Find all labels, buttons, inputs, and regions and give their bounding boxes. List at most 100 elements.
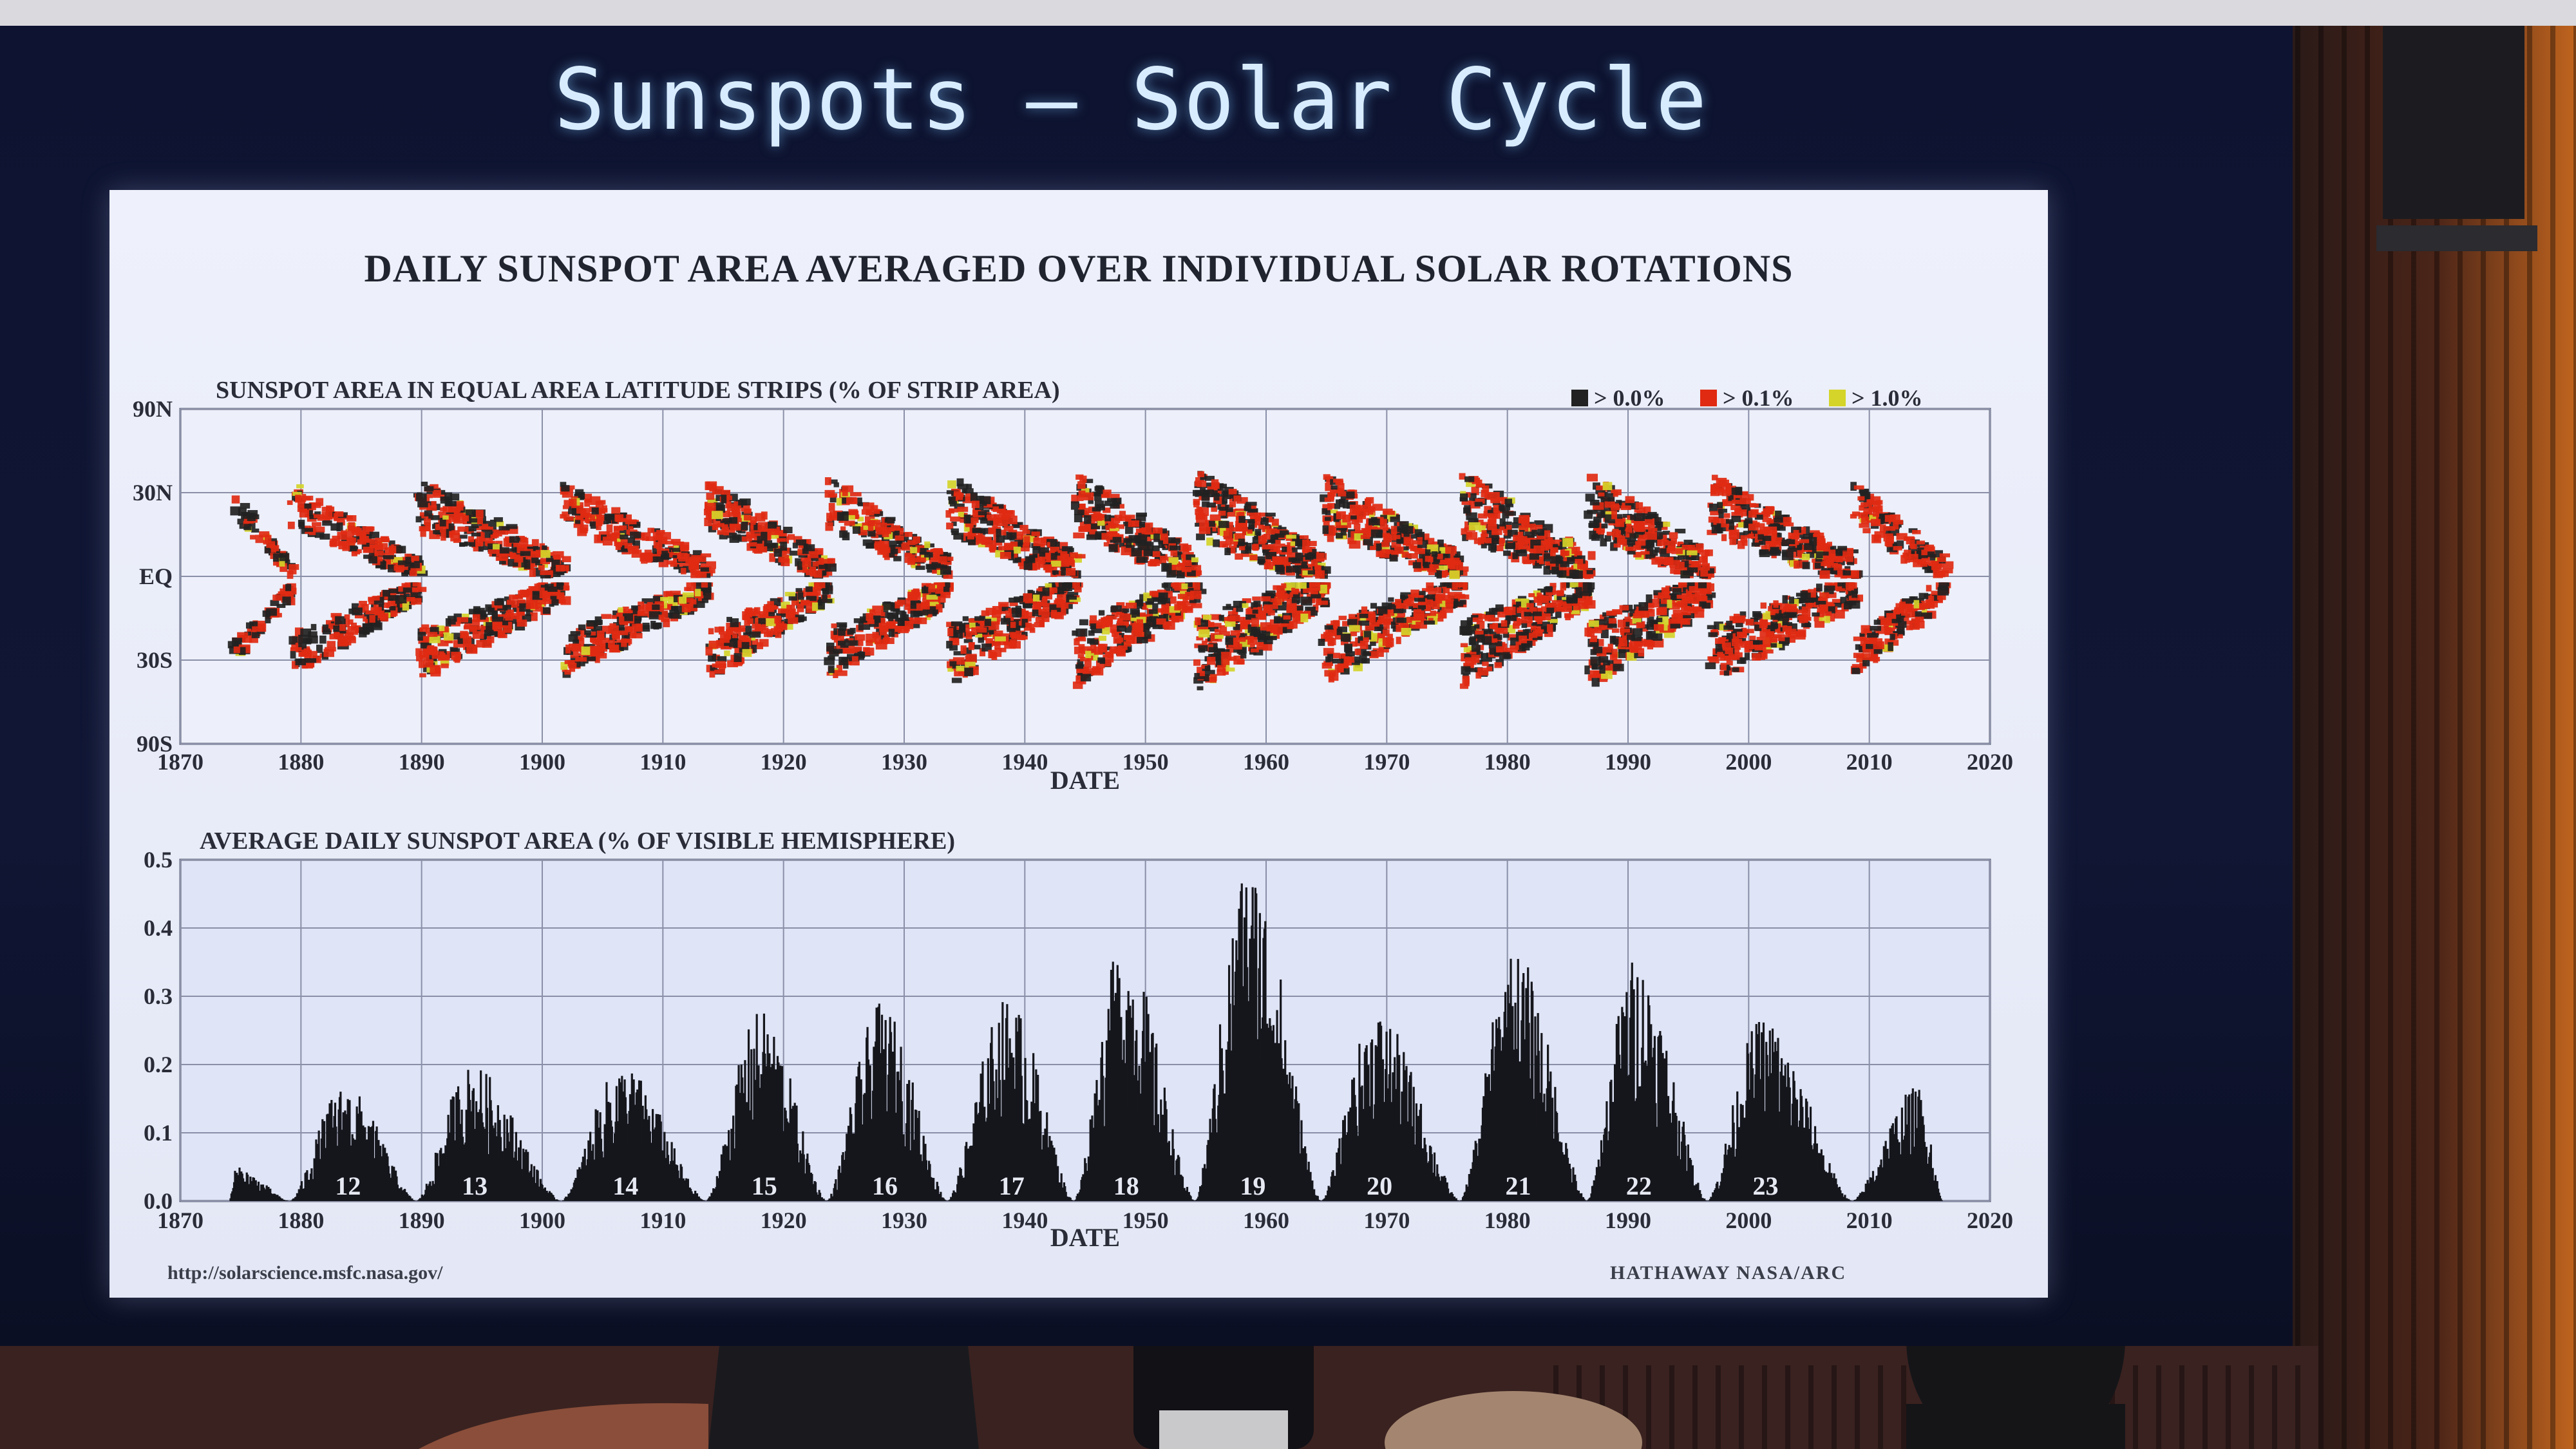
butterfly-point [1270,605,1278,613]
butterfly-point [472,630,484,639]
butterfly-point [886,549,895,558]
butterfly-point [1466,532,1478,540]
butterfly-point [704,502,716,511]
butterfly-wing-cycle-11 [1459,473,1596,689]
butterfly-wing-cycle-3 [413,481,571,677]
butterfly-point [1388,603,1396,610]
butterfly-point [700,563,706,568]
butterfly-point [978,620,989,624]
wall-slats [2293,26,2576,1449]
butterfly-point [1143,549,1153,556]
butterfly-point [1468,518,1479,526]
butterfly-point [846,497,858,504]
butterfly-point [857,652,866,658]
butterfly-point [1133,623,1144,630]
butterfly-point [652,623,661,629]
butterfly-point [620,535,629,540]
butterfly-point [1110,624,1119,633]
butterfly-point [451,530,460,535]
butterfly-point [888,629,895,637]
butterfly-point [573,523,584,528]
butterfly-point [596,520,603,525]
butterfly-point [1108,523,1119,528]
butterfly-point [322,630,332,635]
butterfly-point [682,598,694,603]
butterfly-point [437,639,449,647]
butterfly-point [1383,612,1390,618]
butterfly-point [1354,649,1361,656]
butterfly-point [361,603,369,611]
butterfly-point [1034,622,1045,628]
butterfly-point [752,639,759,647]
butterfly-point [1300,613,1309,623]
butterfly-point [304,653,311,662]
butterfly-point [712,524,719,531]
butterfly-point [1215,648,1226,653]
butterfly-point [420,642,431,649]
butterfly-point [1361,504,1370,513]
butterfly-point [1086,668,1095,676]
butterfly-point [1081,511,1090,518]
butterfly-point [629,619,641,627]
butterfly-point [1050,563,1057,572]
butterfly-diagram: 1870 1880 1890 1900 1910 1920 1930 1940 1950 1960… [133,377,2013,795]
butterfly-point [1074,509,1084,515]
butterfly-point [406,596,415,602]
butterfly-point [848,509,858,517]
butterfly-point [652,531,663,541]
butterfly-point [1228,489,1237,495]
butterfly-point [978,511,987,516]
butterfly-point [1023,536,1030,545]
butterfly-point [1041,537,1050,544]
butterfly-point [977,533,983,541]
butterfly-point [1095,660,1105,668]
butterfly-point [1197,618,1206,623]
butterfly-point [1126,636,1135,641]
butterfly-point [1372,504,1383,511]
butterfly-point [1381,533,1390,538]
butterfly-point [742,649,752,658]
butterfly-point [561,485,570,492]
butterfly-point [1199,670,1206,676]
butterfly-point [647,527,655,533]
butterfly-point [1552,539,1562,546]
butterfly-point [379,543,388,550]
butterfly-point [488,549,500,554]
butterfly-point [1285,565,1293,573]
butterfly-point [405,556,412,564]
butterfly-point [849,492,862,497]
butterfly-point [347,541,355,549]
butterfly-point [688,562,699,569]
butterfly-point [1396,617,1407,623]
butterfly-point [624,543,632,549]
butterfly-point [717,656,727,663]
butterfly-point [465,526,477,532]
butterfly-point [1265,513,1276,517]
butterfly-point [1159,555,1167,564]
butterfly-point [711,511,723,519]
butterfly-point [972,527,983,533]
butterfly-point [925,564,936,569]
butterfly-point [1537,535,1546,540]
butterfly-point [1238,545,1246,551]
butterfly-point [601,643,608,652]
butterfly-point [797,561,805,571]
butterfly-point [732,634,738,638]
butterfly-point [305,658,317,663]
butterfly-point [334,511,344,517]
butterfly-point [1537,557,1543,564]
butterfly-point [453,519,464,524]
butterfly-point [745,625,752,635]
butterfly-point [547,586,558,592]
butterfly-point [910,547,918,554]
butterfly-point [1191,557,1198,563]
butterfly-point [243,516,250,525]
butterfly-point [921,601,930,610]
butterfly-point [833,670,838,678]
butterfly-point [1432,541,1440,547]
butterfly-point [1056,600,1065,608]
butterfly-point [1242,620,1251,627]
butterfly-point [723,631,732,639]
projector-mount [2383,26,2524,219]
butterfly-point [718,626,725,635]
